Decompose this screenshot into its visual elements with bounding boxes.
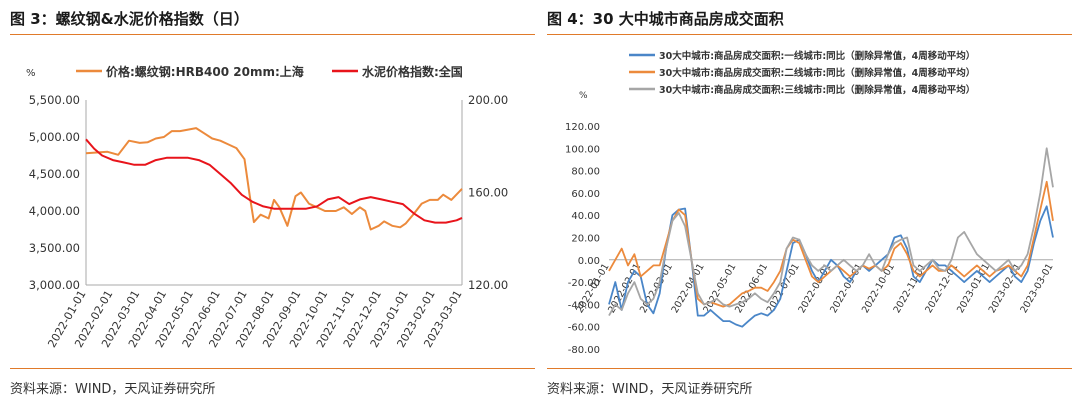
y-tick-label: -40.00	[568, 300, 600, 311]
figure-3-panel: 图 3：螺纹钢&水泥价格指数（日） % 价格:螺纹钢:HRB400 20mm:上海…	[10, 0, 535, 416]
x-tick-label: 2023-02-01	[987, 262, 1024, 315]
x-tick-label: 2022-05-01	[701, 262, 738, 315]
x-tick-label: 2022-08-01	[796, 262, 833, 315]
y-unit-label: %	[579, 91, 588, 101]
legend-label: 30大中城市:商品房成交面积:三线城市:同比（删除异常值，4周移动平均）	[659, 84, 975, 96]
x-tick-label: 2022-11-01	[892, 262, 929, 315]
title-rule	[547, 34, 1072, 35]
x-tick-label: 2022-10-01	[860, 262, 897, 315]
y-tick-label: 20.00	[571, 234, 600, 245]
x-tick-label: 2023-03-01	[1018, 262, 1055, 315]
legend-label: 30大中城市:商品房成交面积:一线城市:同比（删除异常值，4周移动平均）	[659, 50, 975, 62]
source-rule	[547, 368, 1072, 369]
y-tick-label: 0.00	[578, 256, 600, 267]
housing-transactions-chart: % 30大中城市:商品房成交面积:一线城市:同比（删除异常值，4周移动平均） 30大…	[565, 50, 1056, 356]
y-left-tick-label: 3,500.00	[29, 241, 80, 255]
y-left-tick-label: 4,000.00	[29, 204, 80, 218]
y-tick-label: 120.00	[565, 122, 600, 133]
y-right-tick-label: 120.00	[468, 278, 508, 292]
y-tick-label: -60.00	[568, 323, 600, 334]
y-tick-label: 80.00	[571, 167, 600, 178]
figure-3-source: 资料来源：WIND，天风证券研究所	[10, 382, 216, 397]
y-tick-label: -80.00	[568, 345, 600, 356]
y-left-tick-label: 5,500.00	[29, 93, 80, 107]
y-unit-label: %	[26, 68, 36, 79]
legend-label: 水泥价格指数:全国	[362, 64, 463, 79]
series-line-rebar-price	[85, 127, 463, 231]
y-right-tick-label: 200.00	[468, 93, 508, 107]
figure-4-title: 图 4：30 大中城市商品房成交面积	[547, 10, 784, 28]
y-left-tick-label: 4,500.00	[29, 167, 80, 181]
legend-label: 30大中城市:商品房成交面积:二线城市:同比（删除异常值，4周移动平均）	[659, 67, 975, 79]
series-line-tier3-cities	[608, 147, 1054, 317]
figure-3-title: 图 3：螺纹钢&水泥价格指数（日）	[10, 10, 249, 28]
x-tick-label: 2022-09-01	[828, 262, 865, 315]
x-tick-label: 2023-01-01	[955, 262, 992, 315]
legend-label: 价格:螺纹钢:HRB400 20mm:上海	[106, 64, 304, 79]
y-tick-label: 100.00	[565, 144, 600, 155]
series-line-tier2-cities	[608, 180, 1054, 308]
series-line-cement-index	[85, 138, 463, 224]
y-left-tick-label: 3,000.00	[29, 278, 80, 292]
source-rule	[10, 368, 535, 369]
y-right-tick-label: 160.00	[468, 186, 508, 200]
title-rule	[10, 34, 535, 35]
y-tick-label: 60.00	[571, 189, 600, 200]
steel-cement-chart: % 价格:螺纹钢:HRB400 20mm:上海 水泥价格指数:全国 5,500.00 5…	[26, 64, 508, 350]
series-line-tier1-cities	[608, 205, 1054, 328]
x-tick-label: 2022-04-01	[670, 262, 707, 315]
y-left-tick-label: 5,000.00	[29, 130, 80, 144]
figure-4-panel: 图 4：30 大中城市商品房成交面积 % 30大中城市:商品房成交面积:一线城市:…	[547, 0, 1072, 416]
figure-4-source: 资料来源：WIND，天风证券研究所	[547, 382, 753, 397]
y-tick-label: 40.00	[571, 211, 600, 222]
y-tick-label: -20.00	[568, 278, 600, 289]
